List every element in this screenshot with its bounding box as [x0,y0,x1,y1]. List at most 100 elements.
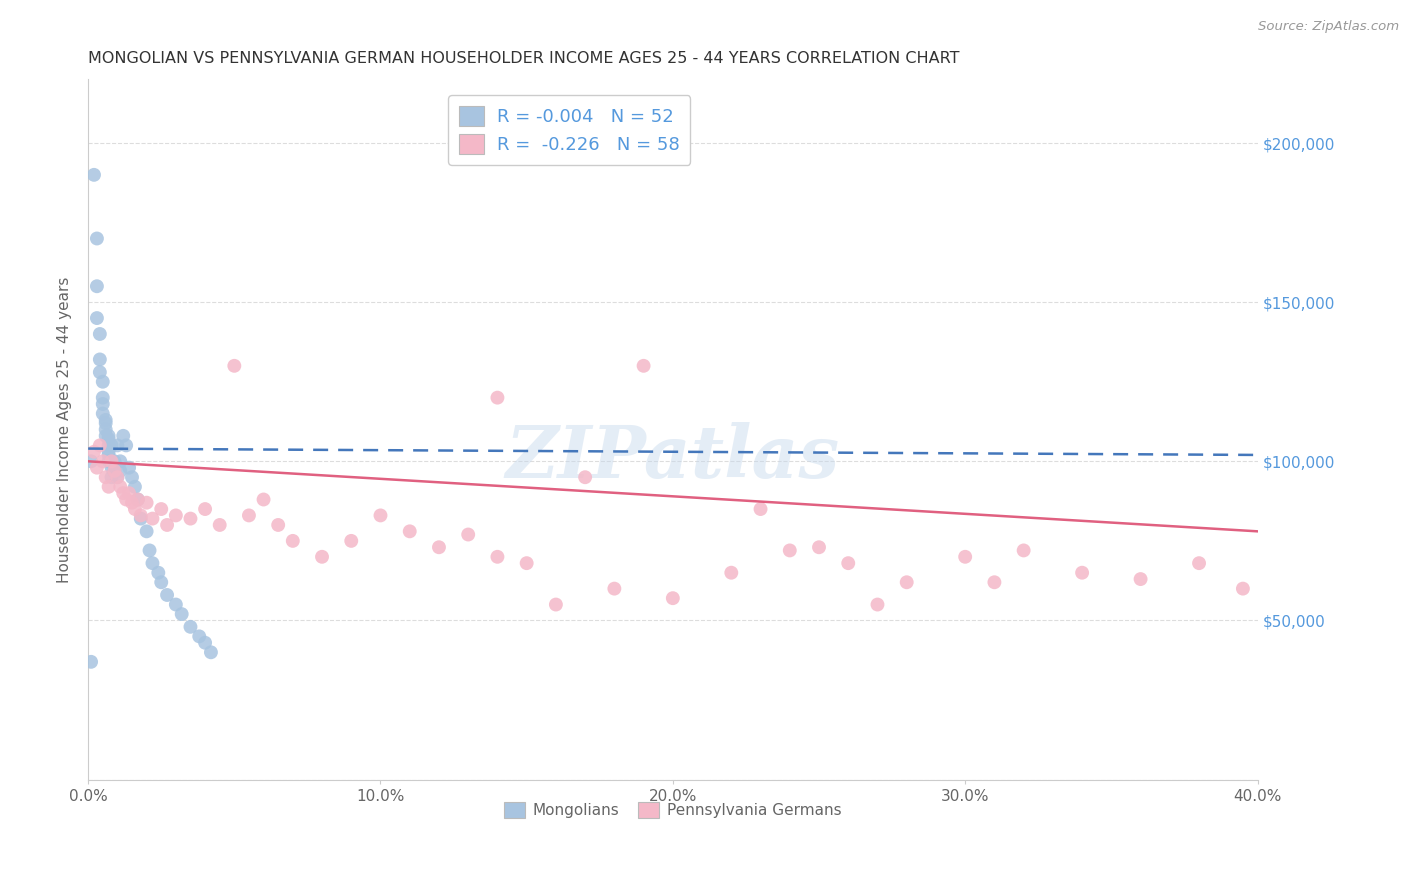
Text: Source: ZipAtlas.com: Source: ZipAtlas.com [1258,20,1399,33]
Point [127,492,149,507]
Point [238,508,260,523]
Point [94,429,117,443]
Point [1012,543,1035,558]
Point [124,480,146,494]
Point [427,541,450,555]
Point [115,492,138,507]
Point [86,460,108,475]
Point [89,438,111,452]
Point [896,575,918,590]
Point [80,655,103,669]
Point [779,543,801,558]
Point [135,524,157,539]
Point [224,359,246,373]
Point [150,502,173,516]
Point [281,533,304,548]
Point [156,518,179,533]
Point [953,549,976,564]
Point [91,407,114,421]
Point [127,492,149,507]
Point [370,508,392,523]
Point [983,575,1005,590]
Point [165,508,187,523]
Point [311,549,333,564]
Point [86,279,108,293]
Point [86,231,108,245]
Point [97,480,120,494]
Point [91,375,114,389]
Point [89,326,111,341]
Point [89,352,111,367]
Point [1129,572,1152,586]
Point [100,470,122,484]
Point [194,636,217,650]
Point [124,502,146,516]
Point [97,429,120,443]
Point [100,460,122,475]
Point [398,524,420,539]
Y-axis label: Householder Income Ages 25 - 44 years: Householder Income Ages 25 - 44 years [58,277,72,582]
Point [86,311,108,326]
Point [100,438,122,452]
Point [141,511,163,525]
Point [112,429,135,443]
Point [808,541,831,555]
Point [112,486,135,500]
Point [97,448,120,462]
Point [103,464,125,478]
Point [457,527,479,541]
Point [100,454,122,468]
Point [110,454,132,468]
Text: MONGOLIAN VS PENNSYLVANIA GERMAN HOUSEHOLDER INCOME AGES 25 - 44 YEARS CORRELATI: MONGOLIAN VS PENNSYLVANIA GERMAN HOUSEHO… [89,51,960,66]
Point [118,486,141,500]
Point [97,454,120,468]
Point [105,438,128,452]
Point [135,496,157,510]
Point [188,629,211,643]
Point [156,588,179,602]
Point [97,444,120,458]
Point [83,168,105,182]
Point [138,543,160,558]
Point [516,556,538,570]
Point [94,413,117,427]
Point [1071,566,1094,580]
Point [121,496,143,510]
Point [179,620,201,634]
Point [486,549,509,564]
Point [208,518,231,533]
Point [200,645,222,659]
Point [148,566,170,580]
Point [662,591,685,606]
Point [170,607,193,621]
Point [267,518,290,533]
Point [91,454,114,468]
Text: ZIPatlas: ZIPatlas [506,422,839,493]
Point [749,502,772,516]
Point [91,397,114,411]
Point [97,432,120,446]
Point [129,511,152,525]
Point [633,359,655,373]
Point [94,470,117,484]
Point [121,470,143,484]
Point [94,422,117,436]
Point [83,444,105,458]
Point [118,460,141,475]
Legend: Mongolians, Pennsylvania Germans: Mongolians, Pennsylvania Germans [498,796,848,824]
Point [866,598,889,612]
Point [129,508,152,523]
Point [97,438,120,452]
Point [105,470,128,484]
Point [94,416,117,430]
Point [165,598,187,612]
Point [115,438,138,452]
Point [486,391,509,405]
Point [603,582,626,596]
Point [252,492,274,507]
Point [141,556,163,570]
Point [194,502,217,516]
Point [179,511,201,525]
Point [1232,582,1254,596]
Point [91,391,114,405]
